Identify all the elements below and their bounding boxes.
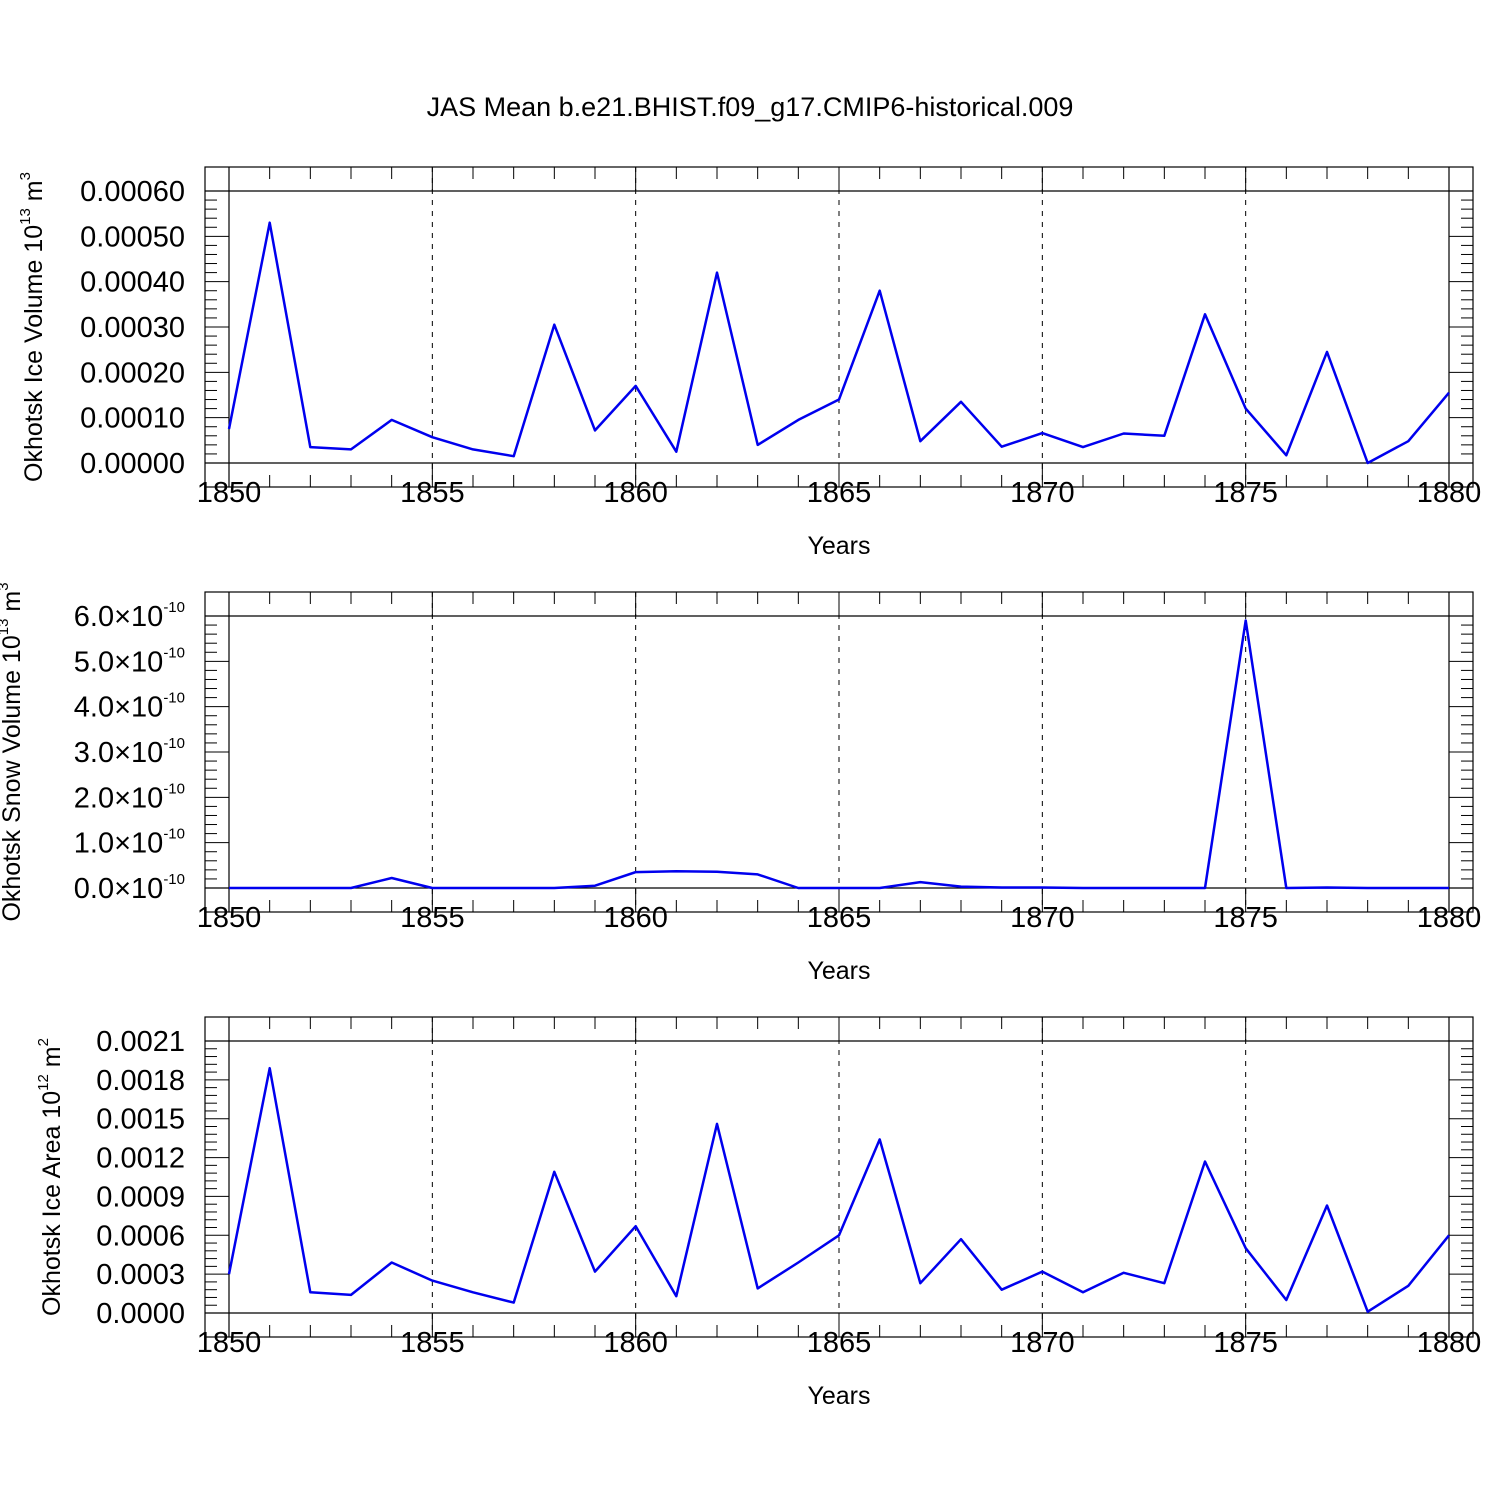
y-tick-exponent: -10 — [163, 780, 185, 797]
y-tick-label: 0.0×10-10 — [74, 871, 185, 905]
y-tick-label: 0.0009 — [96, 1181, 185, 1213]
chart-panel-2: 1850 1855 1860 1865 1870 1875 1880 0.0×10-10 1.0… — [0, 582, 1481, 985]
y-tick-label: 0.00010 — [80, 403, 185, 435]
y-tick-label: 6.0×10-10 — [74, 599, 185, 633]
x-tick-label: 1875 — [1213, 477, 1278, 509]
y-tick-label: 0.0012 — [96, 1143, 185, 1175]
chart-panels: 1850 1855 1860 1865 1870 1875 1880 0.00000 0.000… — [0, 166, 1482, 1410]
x-axis-label: Years — [807, 532, 870, 560]
x-tick-label: 1865 — [807, 477, 872, 509]
x-tick-label: 1870 — [1010, 902, 1075, 934]
series-line — [227, 221, 1450, 465]
y-tick-label: 0.00060 — [80, 176, 185, 208]
x-tick-label: 1850 — [197, 1327, 262, 1359]
x-tick-label: 1880 — [1417, 1327, 1482, 1359]
y-tick-label: 0.0021 — [96, 1026, 185, 1058]
y-tick-label: 2.0×10-10 — [74, 780, 185, 814]
y-tick-label: 1.0×10-10 — [74, 826, 185, 860]
x-axis-label: Years — [807, 1382, 870, 1410]
chart-title: JAS Mean b.e21.BHIST.f09_g17.CMIP6-histo… — [427, 92, 1074, 122]
series-line — [227, 1066, 1450, 1313]
y-tick-label: 0.00040 — [80, 267, 185, 299]
x-tick-label: 1855 — [400, 477, 465, 509]
x-tick-label: 1855 — [400, 902, 465, 934]
y-tick-label: 0.0015 — [96, 1104, 185, 1136]
y-axis-label-unit: m — [20, 180, 48, 208]
x-tick-label: 1865 — [807, 902, 872, 934]
x-axis-label: Years — [807, 957, 870, 985]
x-tick-label: 1875 — [1213, 902, 1278, 934]
y-axis-label-unit: m — [38, 1046, 66, 1074]
y-axis-label-unit-exponent: 2 — [35, 1038, 52, 1046]
y-tick-exponent: -10 — [163, 735, 185, 752]
x-tick-label: 1860 — [603, 1327, 668, 1359]
chart-panel-1: 1850 1855 1860 1865 1870 1875 1880 0.00000 0.000… — [17, 166, 1482, 560]
y-tick-label: 0.00020 — [80, 357, 185, 389]
y-axis-label-exponent: 12 — [35, 1074, 52, 1091]
y-tick-exponent: -10 — [163, 644, 185, 661]
x-tick-label: 1875 — [1213, 1327, 1278, 1359]
y-tick-label: 0.0000 — [96, 1298, 185, 1330]
y-tick-label: 3.0×10-10 — [74, 735, 185, 769]
x-tick-label: 1860 — [603, 477, 668, 509]
y-axis-label: Okhotsk Snow Volume 1013 m3 — [0, 582, 26, 921]
y-axis-label-exponent: 13 — [17, 208, 34, 225]
y-tick-label: 0.0006 — [96, 1220, 185, 1252]
y-tick-label: 0.00050 — [80, 221, 185, 253]
y-axis-label: Okhotsk Ice Area 1012 m2 — [35, 1038, 66, 1316]
y-tick-exponent: -10 — [163, 871, 185, 888]
x-tick-label: 1850 — [197, 477, 262, 509]
y-tick-label: 0.0003 — [96, 1259, 185, 1291]
y-axis-label-exponent: 13 — [0, 619, 12, 636]
x-tick-label: 1880 — [1417, 902, 1482, 934]
y-tick-label: 0.00000 — [80, 448, 185, 480]
x-tick-label: 1870 — [1010, 477, 1075, 509]
x-tick-label: 1870 — [1010, 1327, 1075, 1359]
chart-panel-3: 1850 1855 1860 1865 1870 1875 1880 0.0000 0.0003… — [35, 1016, 1482, 1410]
y-axis-label-unit: m — [0, 591, 26, 619]
y-tick-label: 4.0×10-10 — [74, 690, 185, 724]
series-line — [229, 619, 1449, 890]
y-axis-label-unit-exponent: 3 — [17, 172, 34, 180]
y-tick-label: 0.0018 — [96, 1065, 185, 1097]
x-tick-label: 1865 — [807, 1327, 872, 1359]
y-axis-label: Okhotsk Ice Volume 1013 m3 — [17, 172, 48, 482]
x-tick-label: 1860 — [603, 902, 668, 934]
x-tick-label: 1855 — [400, 1327, 465, 1359]
y-tick-exponent: -10 — [163, 826, 185, 843]
y-tick-label: 0.00030 — [80, 312, 185, 344]
y-tick-exponent: -10 — [163, 599, 185, 616]
x-tick-label: 1880 — [1417, 477, 1482, 509]
y-tick-exponent: -10 — [163, 690, 185, 707]
y-tick-label: 5.0×10-10 — [74, 644, 185, 678]
y-axis-label-unit-exponent: 3 — [0, 582, 12, 590]
x-tick-label: 1850 — [197, 902, 262, 934]
